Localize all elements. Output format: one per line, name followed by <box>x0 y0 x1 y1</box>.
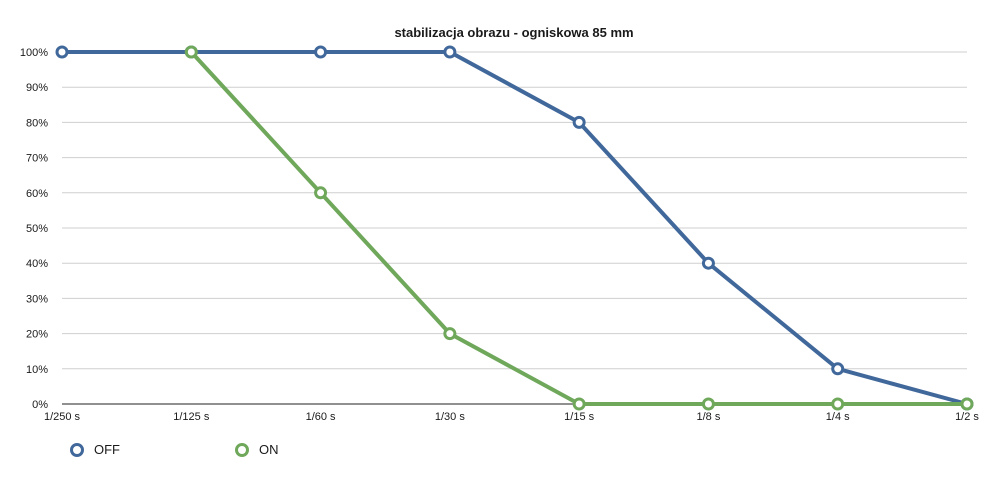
x-tick-label: 1/60 s <box>306 411 336 423</box>
x-tick-label: 1/4 s <box>826 411 850 423</box>
data-point-on <box>831 397 845 411</box>
x-tick-label: 1/8 s <box>696 411 720 423</box>
series-on <box>184 45 974 411</box>
legend-item-off: OFF <box>70 442 235 457</box>
y-tick-label: 10% <box>26 364 48 376</box>
y-tick-label: 20% <box>26 329 48 341</box>
data-point-on <box>184 45 198 59</box>
x-axis-tick-labels: 1/250 s 1/125 s 1/60 s 1/30 s 1/15 s 1/8 s 1/4… <box>44 411 979 423</box>
series-line-off <box>62 50 968 406</box>
y-tick-label: 30% <box>26 293 48 305</box>
data-point-off <box>55 45 69 59</box>
x-tick-label: 1/15 s <box>564 411 594 423</box>
data-point-off <box>701 256 715 270</box>
y-axis-tick-labels: 0% 10% 20% 30% 40% 50% 60% 70% 80% 90% 100% <box>20 47 48 411</box>
y-tick-label: 80% <box>26 117 48 129</box>
series-lines <box>55 45 974 411</box>
legend-label-on: ON <box>259 442 279 457</box>
data-point-off <box>831 362 845 376</box>
legend-label-off: OFF <box>94 442 120 457</box>
legend: OFF ON <box>70 442 400 457</box>
x-tick-label: 1/250 s <box>44 411 81 423</box>
legend-marker-on <box>235 442 249 457</box>
data-point-on <box>443 327 457 341</box>
gridlines <box>62 51 967 370</box>
data-point-off <box>443 45 457 59</box>
data-point-on <box>314 186 328 200</box>
y-tick-label: 50% <box>26 223 48 235</box>
data-point-off <box>572 115 586 129</box>
x-tick-label: 1/30 s <box>435 411 465 423</box>
legend-item-on: ON <box>235 442 400 457</box>
y-tick-label: 60% <box>26 188 48 200</box>
chart-title: stabilizacja obrazu - ogniskowa 85 mm <box>394 25 633 40</box>
y-tick-label: 90% <box>26 82 48 94</box>
data-point-on <box>701 397 715 411</box>
data-point-off <box>314 45 328 59</box>
y-tick-label: 100% <box>20 47 48 59</box>
y-tick-label: 70% <box>26 153 48 165</box>
legend-marker-off <box>70 442 84 457</box>
y-tick-label: 0% <box>32 399 48 411</box>
data-point-on <box>572 397 586 411</box>
x-tick-label: 1/125 s <box>173 411 210 423</box>
x-tick-label: 1/2 s <box>955 411 979 423</box>
data-point-on <box>960 397 974 411</box>
y-tick-label: 40% <box>26 258 48 270</box>
